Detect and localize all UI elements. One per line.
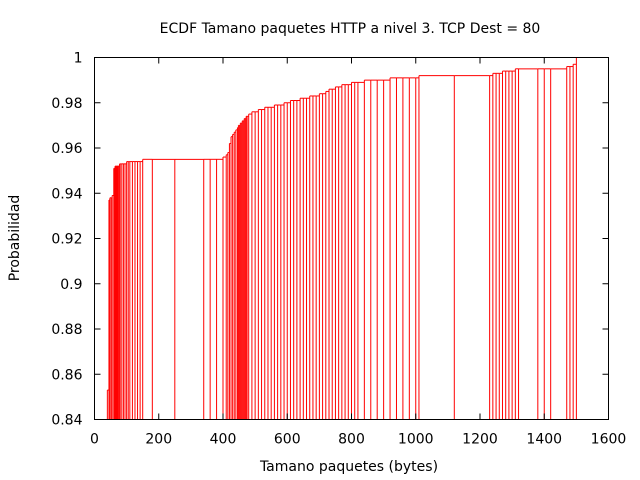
y-tick-label: 0.86 <box>51 367 82 383</box>
y-tick-label: 0.94 <box>51 186 82 202</box>
x-tick-label: 800 <box>338 432 365 448</box>
x-tick-label: 600 <box>274 432 301 448</box>
x-tick-label: 1000 <box>398 432 434 448</box>
ticks-layer: 0 200 400 600 800 1000 1200 1400 1600 0.84 0.86 0.8… <box>51 51 626 448</box>
y-tick-label: 0.84 <box>51 413 82 429</box>
y-tick-label: 0.96 <box>51 141 82 157</box>
x-tick-label: 200 <box>145 432 172 448</box>
series-layer <box>106 57 577 420</box>
x-tick-label: 1600 <box>591 432 627 448</box>
y-tick-label: 1 <box>74 51 83 67</box>
x-tick-label: 1200 <box>462 432 498 448</box>
y-axis-label: Probabilidad <box>7 195 23 282</box>
y-tick-label: 0.88 <box>51 322 82 338</box>
y-tick-label: 0.98 <box>51 96 82 112</box>
x-tick-label: 400 <box>210 432 237 448</box>
x-tick-label: 0 <box>90 432 99 448</box>
y-tick-label: 0.92 <box>51 232 82 248</box>
x-axis-label: Tamano paquetes (bytes) <box>259 459 438 475</box>
chart-title: ECDF Tamano paquetes HTTP a nivel 3. TCP… <box>160 21 541 37</box>
x-tick-label: 1400 <box>526 432 562 448</box>
y-tick-label: 0.9 <box>60 277 82 293</box>
